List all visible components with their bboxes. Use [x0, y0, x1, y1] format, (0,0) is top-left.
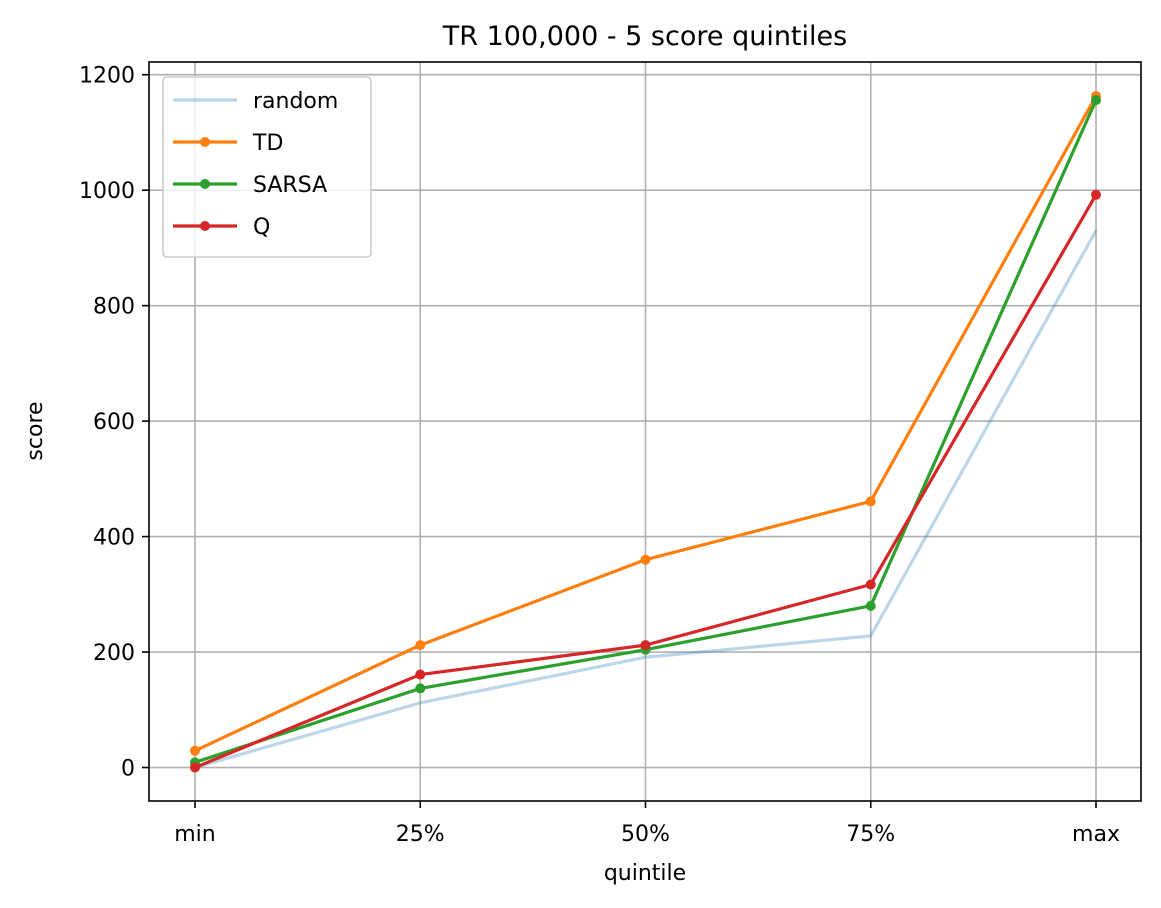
data-point — [415, 683, 426, 694]
data-point — [865, 496, 876, 507]
data-point — [415, 640, 426, 651]
y-tick-label: 400 — [93, 526, 135, 551]
legend-box — [162, 76, 372, 258]
legend-item-random: random — [173, 89, 338, 114]
x-ticks: min 25% 50% 75% max — [174, 801, 1120, 847]
data-point — [865, 579, 876, 590]
legend-label: Q — [253, 215, 270, 240]
legend: random TD SARSA Q — [162, 76, 372, 258]
y-tick-label: 200 — [93, 641, 135, 666]
legend-label: SARSA — [253, 173, 327, 198]
x-tick-label: 75% — [846, 822, 895, 847]
chart-title: TR 100,000 - 5 score quintiles — [442, 21, 847, 52]
y-ticks: 0 200 400 600 800 1000 1200 — [79, 64, 149, 782]
data-point — [1091, 189, 1101, 200]
legend-label: TD — [252, 131, 283, 156]
data-point — [1091, 95, 1101, 106]
x-tick-label: max — [1072, 822, 1120, 847]
y-tick-label: 600 — [93, 410, 135, 435]
data-point — [190, 762, 200, 773]
x-tick-label: 50% — [621, 822, 670, 847]
y-tick-label: 800 — [93, 295, 135, 320]
series-line — [194, 229, 1098, 770]
legend-item-td: TD — [173, 131, 283, 156]
data-point — [640, 554, 651, 565]
legend-swatch — [173, 137, 237, 147]
x-tick-label: 25% — [396, 822, 445, 847]
legend-swatch — [173, 179, 237, 189]
y-tick-label: 1000 — [79, 179, 135, 204]
x-axis-label: quintile — [604, 861, 686, 886]
legend-item-sarsa: SARSA — [173, 173, 327, 198]
legend-swatch — [173, 221, 237, 231]
data-point — [415, 669, 426, 680]
x-tick-label: min — [174, 822, 216, 847]
y-tick-label: 1200 — [79, 64, 135, 89]
legend-label: random — [253, 89, 338, 114]
data-point — [640, 640, 651, 651]
data-point — [865, 600, 876, 611]
y-axis-label: score — [23, 401, 48, 460]
series-q — [190, 189, 1101, 773]
series-random — [194, 229, 1098, 770]
series-layer — [190, 91, 1101, 773]
data-point — [190, 745, 200, 756]
y-tick-label: 0 — [121, 757, 135, 782]
legend-item-q: Q — [173, 215, 270, 240]
